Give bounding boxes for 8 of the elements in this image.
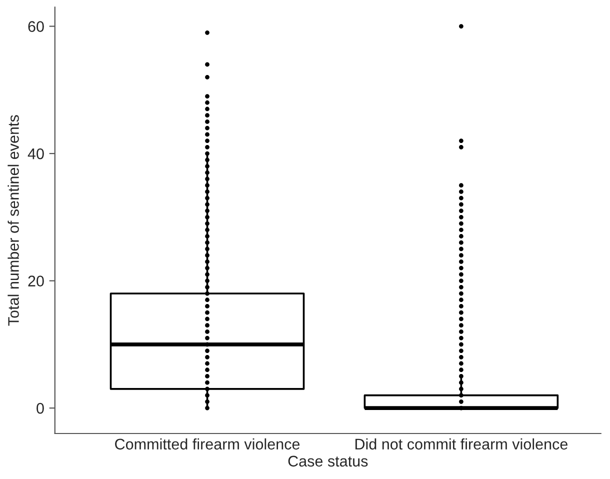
y-tick-label: 40	[28, 148, 44, 160]
x-axis-title: Case status	[288, 456, 368, 467]
y-axis-title: Total number of sentinel events	[8, 115, 19, 326]
x-tick-label: Did not commit firearm violence	[355, 438, 568, 450]
x-tick-label: Committed firearm violence	[115, 438, 300, 450]
y-tick-label: 0	[36, 402, 44, 414]
y-tick-label: 60	[28, 21, 44, 32]
y-tick-label: 20	[28, 276, 44, 286]
